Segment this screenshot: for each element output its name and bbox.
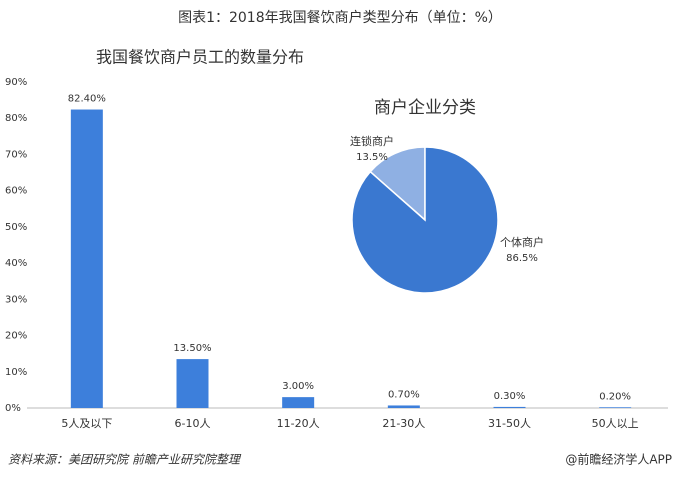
y-tick-label: 70%	[5, 149, 27, 160]
x-tick-label: 5人及以下	[61, 417, 112, 430]
y-tick-label: 80%	[5, 113, 27, 124]
x-tick-label: 6-10人	[175, 417, 211, 430]
data-label: 0.20%	[599, 391, 631, 402]
x-tick-label: 21-30人	[382, 417, 425, 430]
data-label: 13.50%	[173, 343, 211, 354]
y-tick-label: 30%	[5, 294, 27, 305]
slice-label: 个体商户	[500, 235, 544, 249]
bar	[493, 406, 526, 408]
bar	[599, 407, 632, 408]
bar	[176, 359, 209, 408]
y-tick-label: 60%	[5, 186, 27, 197]
chart-title: 我国餐饮商户员工的数量分布	[96, 48, 304, 67]
slice-value: 86.5%	[506, 253, 538, 264]
data-label: 0.70%	[388, 389, 420, 400]
y-tick-label: 50%	[5, 222, 27, 233]
y-tick-label: 10%	[5, 367, 27, 378]
slice-label: 连锁商户	[350, 134, 394, 148]
y-tick-label: 20%	[5, 331, 27, 342]
y-tick-label: 0%	[5, 403, 21, 414]
data-label: 3.00%	[282, 381, 314, 392]
pie-slice	[351, 146, 499, 294]
data-label: 82.40%	[68, 94, 106, 105]
x-tick-label: 31-50人	[488, 417, 531, 430]
x-tick-label: 50人以上	[592, 417, 639, 430]
bar	[387, 405, 420, 408]
source-note: 资料来源：美团研究院 前瞻产业研究院整理	[8, 453, 242, 467]
chart-title: 商户企业分类	[374, 98, 476, 118]
brand: @前瞻经济学人APP	[565, 452, 672, 467]
page-title: 图表1：2018年我国餐饮商户类型分布（单位：%）	[178, 9, 502, 26]
y-tick-label: 40%	[5, 258, 27, 269]
bar	[282, 397, 315, 408]
slice-value: 13.5%	[356, 152, 388, 163]
bar	[70, 109, 103, 408]
pie-slice	[369, 146, 426, 222]
y-tick-label: 90%	[5, 77, 27, 88]
data-label: 0.30%	[494, 391, 526, 402]
x-tick-label: 11-20人	[277, 417, 320, 430]
